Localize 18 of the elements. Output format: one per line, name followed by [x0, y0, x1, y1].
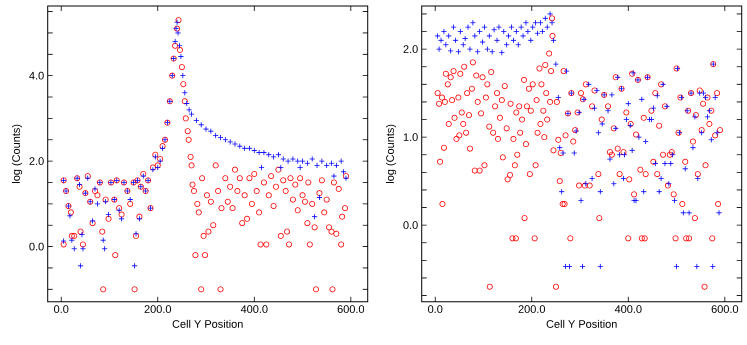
- x-tick-label: 200.0: [518, 305, 546, 313]
- y-tick-label: 0.0: [403, 221, 418, 230]
- x-tick-label: 0.0: [54, 305, 68, 313]
- x-tick-label: 400.0: [240, 305, 268, 313]
- x-tick-label: 0.0: [428, 305, 442, 313]
- y-tick-label: 0.0: [29, 242, 44, 250]
- y-tick-label: 2.0: [30, 157, 44, 165]
- x-axis-title: Cell Y Position: [546, 320, 617, 328]
- y-tick-label: 1.0: [404, 133, 418, 142]
- y-tick-label: 4.0: [29, 72, 44, 80]
- x-tick-label: 600.0: [338, 305, 364, 313]
- x-axis-title: Cell Y Position: [172, 320, 243, 328]
- y-axis-title: log (Counts): [386, 124, 396, 183]
- x-tick-label: 600.0: [712, 305, 738, 313]
- x-tick-label: 400.0: [614, 305, 642, 313]
- y-axis-title: log (Counts): [12, 124, 22, 183]
- y-tick-label: 2.0: [404, 45, 418, 54]
- x-tick-label: 200.0: [144, 305, 172, 313]
